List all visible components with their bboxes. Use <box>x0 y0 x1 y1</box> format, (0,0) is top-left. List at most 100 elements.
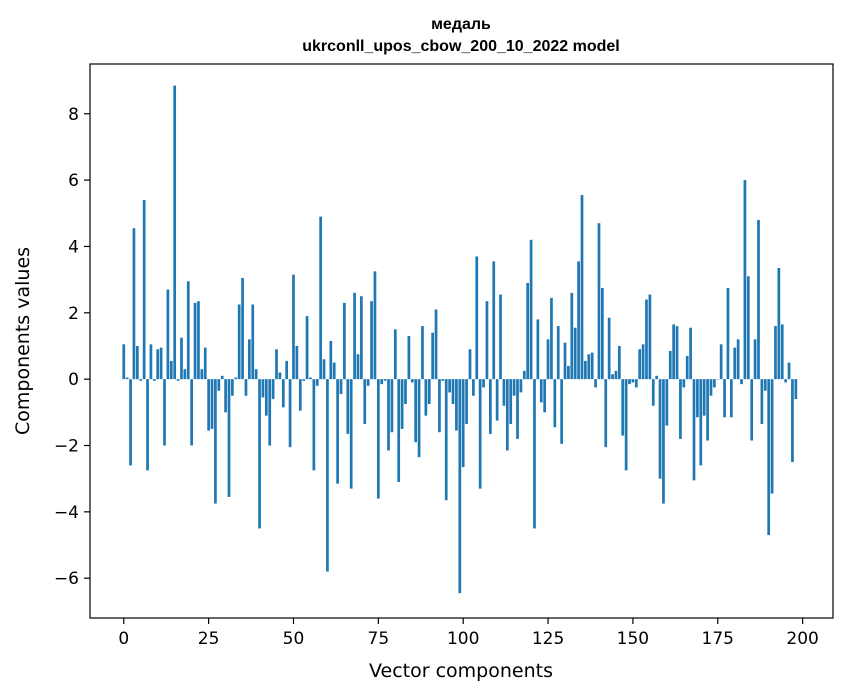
bar <box>353 292 356 380</box>
bar <box>499 294 502 380</box>
bar <box>726 287 730 380</box>
bar <box>268 379 272 446</box>
bar <box>628 379 631 385</box>
bar <box>604 379 608 448</box>
bar <box>624 379 628 471</box>
bar <box>777 268 781 380</box>
bar <box>638 349 642 380</box>
bar <box>370 301 373 380</box>
bar <box>210 379 214 429</box>
bar <box>482 379 485 388</box>
bar <box>767 379 771 536</box>
bar <box>492 261 496 380</box>
bar <box>706 379 709 441</box>
y-tick-label: 0 <box>68 370 79 390</box>
bar <box>672 324 675 380</box>
bar <box>539 379 543 403</box>
bar <box>248 339 251 380</box>
bar <box>634 379 638 388</box>
x-tick-label: 150 <box>617 629 649 649</box>
bar <box>292 274 295 380</box>
bar <box>217 379 221 391</box>
bar <box>607 317 611 380</box>
bar <box>271 379 275 400</box>
bar <box>251 304 255 380</box>
y-tick-label: 8 <box>68 105 79 125</box>
bar <box>373 271 377 380</box>
y-axis-ticks: −6 −4 −2 0 2 4 6 8 <box>54 105 90 589</box>
bar <box>512 379 516 396</box>
bar <box>241 277 244 380</box>
y-tick-label: 4 <box>68 237 79 257</box>
bar <box>285 360 289 380</box>
bar <box>224 379 227 413</box>
bar <box>427 379 431 405</box>
bar <box>237 304 241 380</box>
bar <box>713 379 716 388</box>
bar <box>696 379 699 418</box>
bar <box>594 379 597 388</box>
bar-series <box>122 85 798 594</box>
bar <box>193 302 197 380</box>
bar <box>366 379 370 386</box>
bar <box>465 379 468 424</box>
bar <box>329 341 333 380</box>
bar <box>488 379 492 434</box>
bar <box>631 379 635 383</box>
bar <box>750 379 754 441</box>
bar <box>662 379 665 504</box>
y-tick-label: 6 <box>68 171 79 191</box>
bar <box>305 316 309 380</box>
bar <box>651 379 655 406</box>
x-tick-label: 100 <box>447 629 479 649</box>
bar <box>417 379 421 458</box>
bar <box>441 379 445 381</box>
bar <box>580 195 584 380</box>
bar <box>312 379 316 471</box>
bar <box>753 339 757 380</box>
bar <box>390 379 394 433</box>
bar <box>407 336 411 380</box>
chart-subtitle: ukrconll_upos_cbow_200_10_2022 model <box>302 38 619 55</box>
bar <box>244 379 248 396</box>
bar <box>376 379 380 499</box>
bar <box>281 379 285 408</box>
bar <box>309 377 312 380</box>
bar <box>227 379 231 497</box>
bar <box>169 360 173 380</box>
bar <box>584 360 587 380</box>
y-tick-label: −2 <box>54 436 79 456</box>
bar <box>774 326 777 380</box>
bar <box>468 349 472 380</box>
bar <box>258 379 261 529</box>
bar <box>234 377 238 380</box>
bar <box>220 375 224 380</box>
bar <box>746 276 750 380</box>
bar <box>302 379 306 381</box>
bar <box>645 299 648 380</box>
bar <box>533 379 536 529</box>
bar <box>601 287 604 380</box>
bar <box>322 359 326 380</box>
bar <box>132 228 136 380</box>
bar <box>553 379 557 428</box>
bar <box>360 296 363 380</box>
bar <box>757 219 760 380</box>
bar <box>658 379 662 479</box>
bar <box>526 282 530 380</box>
bar <box>787 362 791 380</box>
bar <box>183 369 187 380</box>
bar <box>590 352 594 380</box>
bar <box>448 379 451 393</box>
bar <box>573 327 577 380</box>
bar <box>254 369 258 380</box>
x-tick-label: 175 <box>702 629 734 649</box>
x-tick-label: 75 <box>368 629 390 649</box>
bar <box>502 379 506 406</box>
bar <box>563 342 567 380</box>
bar <box>180 337 183 380</box>
bar <box>743 180 747 380</box>
bar <box>393 329 397 380</box>
bar <box>315 379 319 386</box>
bar <box>122 344 126 380</box>
